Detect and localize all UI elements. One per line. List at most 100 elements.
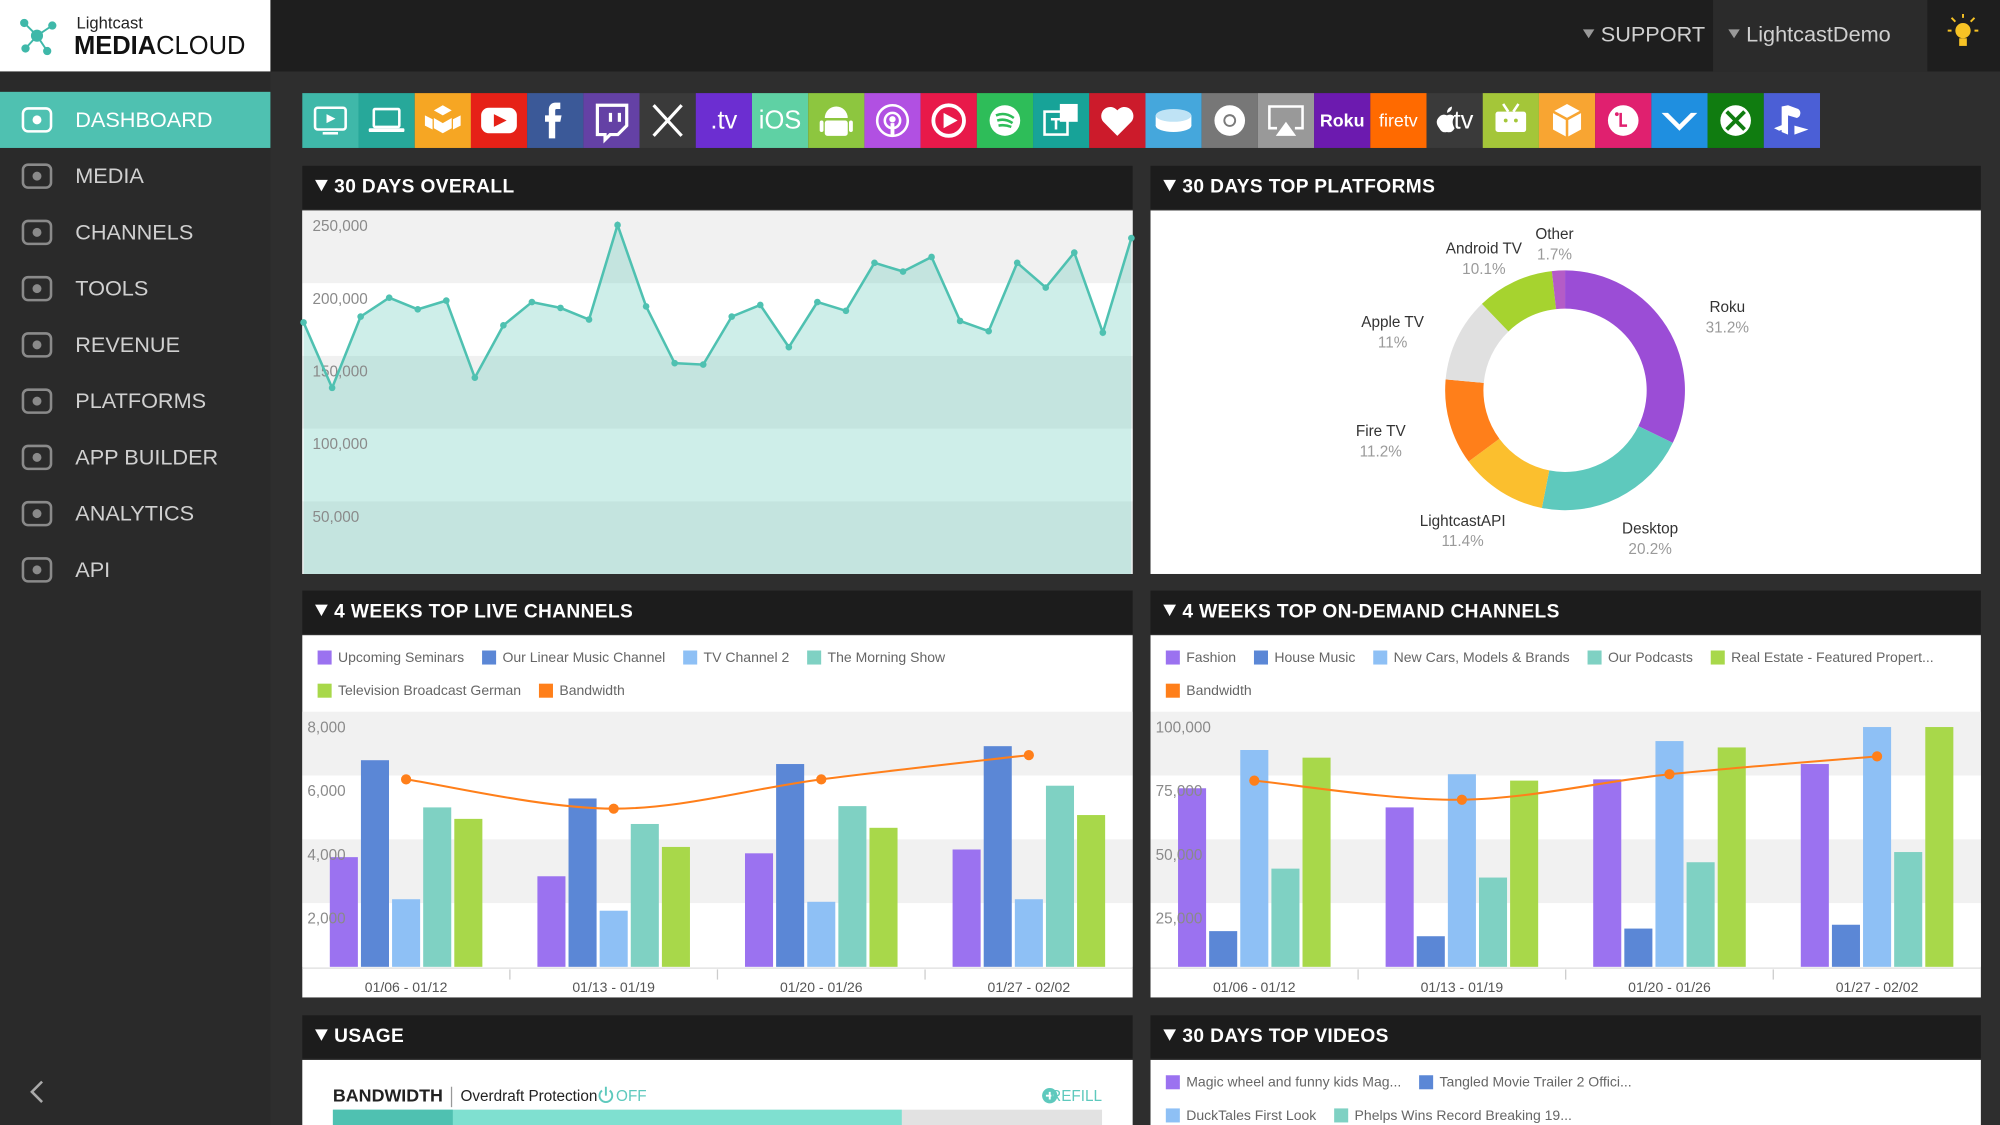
y-tick-label: 8,000	[307, 719, 345, 736]
panel-header	[302, 1015, 1133, 1059]
platform-tile[interactable]	[808, 93, 865, 148]
legend-item[interactable]: Real Estate - Featured Propert...	[1710, 649, 1934, 665]
user-menu[interactable]	[1713, 0, 1928, 72]
platform-tile[interactable]	[1089, 93, 1146, 148]
legend-item[interactable]: The Morning Show	[807, 649, 946, 665]
point	[385, 294, 393, 302]
platform-tile[interactable]	[1482, 93, 1539, 148]
collapse-arrow[interactable]	[1163, 604, 1177, 617]
nav-icon	[32, 340, 42, 350]
platform-tile[interactable]: Roku	[1314, 93, 1371, 148]
power-toggle[interactable]: OFF	[598, 1086, 647, 1105]
platform-tile[interactable]	[976, 93, 1034, 148]
legend-item[interactable]: Tangled Movie Trailer 2 Offici...	[1419, 1074, 1632, 1090]
nav-item[interactable]: DASHBOARD	[0, 91, 271, 148]
legend-item[interactable]: Bandwidth	[1165, 682, 1252, 698]
legend-item[interactable]: Our Linear Music Channel	[482, 649, 665, 665]
platform-bg	[358, 93, 415, 148]
bulb-icon[interactable]	[1947, 14, 1979, 46]
area-fill	[303, 224, 1132, 574]
legend-swatch	[1587, 650, 1602, 665]
point	[899, 268, 907, 275]
nav-icon	[32, 284, 42, 294]
collapse-arrow[interactable]	[1163, 179, 1177, 192]
icon-shape	[1436, 106, 1455, 133]
nav-item[interactable]: TOOLS	[21, 276, 148, 302]
legend-item[interactable]: Fashion	[1165, 649, 1236, 665]
platform-tile[interactable]	[1201, 93, 1258, 148]
platform-tile[interactable]	[1257, 93, 1315, 148]
point	[671, 359, 678, 367]
y-tick-label: 50,000	[313, 509, 360, 526]
platform-tile[interactable]: tv	[1426, 93, 1483, 148]
legend-item[interactable]: Our Podcasts	[1587, 649, 1693, 665]
bar	[1478, 877, 1508, 967]
x-tick-label: 01/13 - 01/19	[1421, 979, 1504, 995]
platform-tile[interactable]	[920, 93, 977, 148]
legend-item[interactable]: New Cars, Models & Brands	[1373, 649, 1570, 665]
point	[328, 384, 336, 392]
icon-shape	[1619, 112, 1628, 127]
platform-tile[interactable]	[1538, 93, 1596, 148]
nav-item[interactable]: APP BUILDER	[21, 444, 218, 471]
panel-header	[1150, 165, 1981, 210]
collapse-arrow[interactable]	[1163, 1029, 1177, 1041]
platform-tile[interactable]: firetv	[1370, 93, 1427, 148]
panel-header	[1150, 1015, 1981, 1059]
collapse-arrow[interactable]	[315, 604, 328, 617]
platform-tile[interactable]	[639, 93, 696, 148]
platform-icon	[1214, 105, 1246, 136]
collapse-arrow[interactable]	[315, 179, 328, 192]
platform-tile[interactable]	[358, 93, 415, 148]
nav-icon	[21, 500, 53, 527]
legend-item[interactable]: House Music	[1253, 649, 1355, 665]
platform-tile[interactable]	[1595, 93, 1652, 148]
y-tick-label: 50,000	[1156, 847, 1203, 864]
nav-item[interactable]: PLATFORMS	[21, 388, 206, 414]
bar	[1894, 852, 1923, 967]
bar	[599, 910, 628, 967]
legend-item[interactable]: Phelps Wins Record Breaking 19...	[1334, 1107, 1572, 1123]
platform-tile[interactable]: iOS	[751, 93, 809, 148]
collapse-button[interactable]	[30, 1080, 43, 1103]
platform-tile[interactable]	[864, 93, 921, 148]
nav-item[interactable]: MEDIA	[21, 163, 144, 189]
user-name[interactable]: LightcastDemo	[1746, 21, 1891, 46]
point	[585, 316, 593, 323]
legend-item[interactable]: Upcoming Seminars	[317, 649, 465, 665]
legend-item[interactable]: Bandwidth	[538, 682, 625, 698]
panel-title: 30 DAYS TOP PLATFORMS	[1182, 177, 1435, 198]
platform-tile[interactable]	[1651, 93, 1708, 148]
platform-tile[interactable]	[1707, 93, 1764, 148]
platform-tile[interactable]	[1033, 93, 1090, 148]
logo-box[interactable]	[0, 0, 271, 72]
legend-item[interactable]: Magic wheel and funny kids Mag...	[1165, 1074, 1401, 1090]
platform-label: .tv	[710, 107, 737, 135]
bar	[630, 823, 659, 967]
platform-tile[interactable]	[414, 93, 471, 148]
collapse-arrow[interactable]	[315, 1029, 328, 1041]
platform-tile[interactable]	[1145, 93, 1202, 148]
nav-item[interactable]: ANALYTICS	[21, 500, 194, 527]
legend-item[interactable]: Television Broadcast German	[317, 682, 521, 698]
support-link[interactable]: SUPPORT	[1601, 21, 1705, 46]
point	[1664, 769, 1675, 780]
nav-item[interactable]: REVENUE	[21, 332, 180, 358]
platform-tile[interactable]: .tv	[695, 93, 752, 148]
platform-tile[interactable]	[470, 93, 528, 148]
platform-tile[interactable]	[1763, 93, 1821, 148]
platform-tile[interactable]	[583, 93, 640, 148]
legend-item[interactable]: TV Channel 2	[683, 649, 789, 665]
point	[1249, 775, 1260, 786]
platform-tile[interactable]	[302, 93, 359, 148]
platform-icon	[481, 107, 517, 134]
legend-item[interactable]: DuckTales First Look	[1165, 1107, 1317, 1123]
nav-item[interactable]: CHANNELS	[21, 219, 193, 246]
refill-button[interactable]: REFILL	[1042, 1088, 1102, 1105]
nav-item[interactable]: API	[21, 557, 110, 583]
platform-tile[interactable]	[527, 93, 584, 148]
icon-shape	[1050, 117, 1062, 130]
brand-light: CLOUD	[156, 32, 245, 60]
icon-shape	[424, 105, 461, 134]
bar	[537, 876, 566, 967]
